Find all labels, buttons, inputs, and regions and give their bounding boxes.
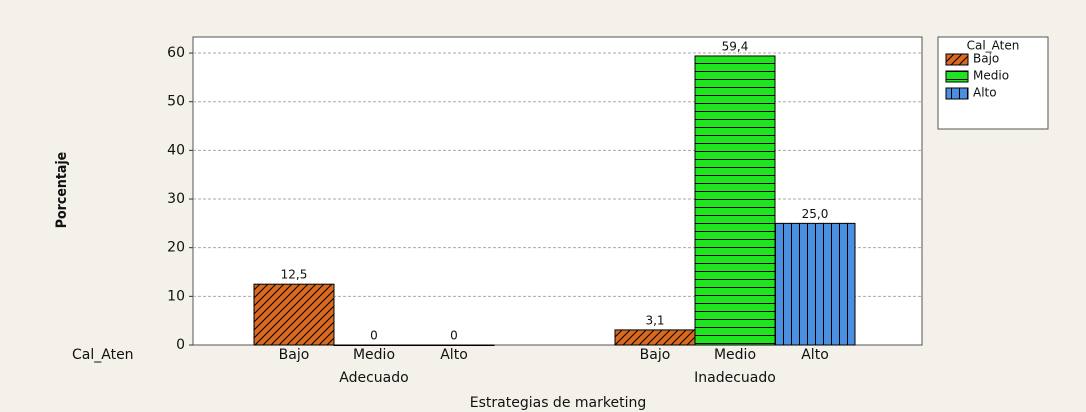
x-tick-label: Medio [353, 347, 395, 363]
value-label: 12,5 [281, 268, 308, 282]
bar [253, 283, 335, 346]
x-tick-label: Medio [714, 347, 756, 363]
legend-label: Alto [973, 86, 997, 100]
bar [774, 222, 856, 346]
legend-swatch [945, 70, 969, 83]
y-tick-label: 30 [167, 191, 185, 207]
x-tick-label: Alto [801, 347, 829, 363]
legend-swatch [945, 87, 969, 100]
legend-swatch [945, 53, 969, 66]
x-tick-label: Bajo [279, 347, 310, 363]
y-tick-label: 50 [167, 94, 185, 110]
bar [413, 344, 495, 346]
legend-label: Medio [973, 69, 1009, 83]
y-tick-label: 40 [167, 142, 185, 158]
value-label: 0 [370, 329, 378, 343]
bar [614, 329, 696, 346]
bar [333, 344, 415, 346]
y-tick-label: 20 [167, 240, 185, 256]
legend-label: Bajo [973, 52, 999, 66]
bar [694, 55, 776, 346]
group-label: Inadecuado [694, 370, 776, 386]
y-tick-label: 60 [167, 45, 185, 61]
x-tick-label: Bajo [640, 347, 671, 363]
legend-title: Cal_Aten [967, 39, 1020, 53]
x-axis-label: Estrategias de marketing [470, 395, 646, 411]
x-tick-label: Alto [440, 347, 468, 363]
legend-box [937, 36, 1049, 130]
y-tick-label: 10 [167, 288, 185, 304]
inner-axis-label: Cal_Aten [72, 347, 134, 363]
y-axis-label: Porcentaje [54, 152, 70, 228]
value-label: 59,4 [722, 39, 749, 53]
value-label: 0 [450, 329, 458, 343]
group-label: Adecuado [339, 370, 408, 386]
value-label: 3,1 [645, 313, 664, 327]
y-tick-label: 0 [176, 337, 185, 353]
value-label: 25,0 [802, 207, 829, 221]
